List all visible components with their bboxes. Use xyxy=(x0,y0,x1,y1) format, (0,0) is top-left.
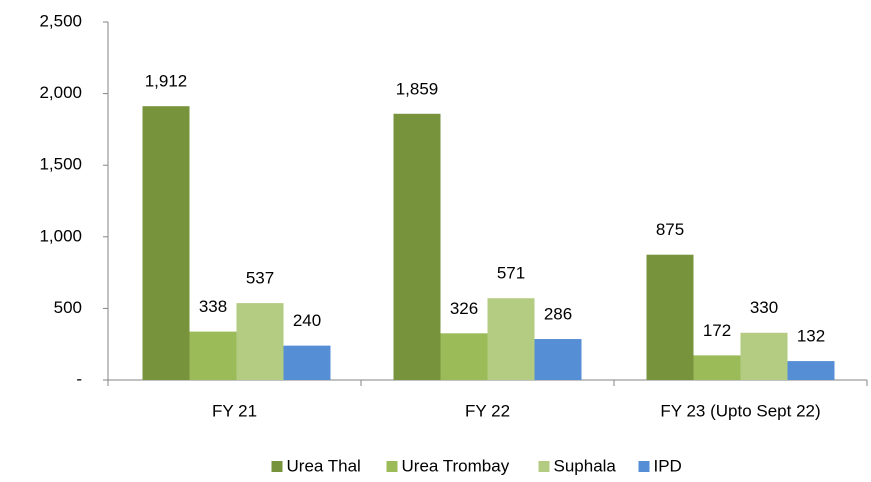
y-tick-label: 1,500 xyxy=(39,155,82,174)
bar xyxy=(693,355,741,380)
bar xyxy=(740,332,788,380)
legend-label: Urea Thal xyxy=(287,456,361,475)
bar xyxy=(142,106,190,380)
data-label: 286 xyxy=(544,305,572,324)
y-tick-label: - xyxy=(76,369,82,388)
legend-swatch xyxy=(271,461,283,472)
y-tick-label: 1,000 xyxy=(39,226,82,245)
data-label: 132 xyxy=(797,327,825,346)
bar xyxy=(646,254,694,380)
x-tick-label: FY 21 xyxy=(212,401,257,420)
legend-label: IPD xyxy=(654,456,682,475)
data-label: 330 xyxy=(750,298,778,317)
data-label: 875 xyxy=(656,220,684,239)
data-label: 1,859 xyxy=(396,79,439,98)
x-tick-label: FY 22 xyxy=(465,401,510,420)
bar xyxy=(487,298,535,380)
data-label: 1,912 xyxy=(145,72,188,91)
y-tick-label: 2,500 xyxy=(39,11,82,30)
legend-swatch xyxy=(538,461,550,472)
bar xyxy=(440,333,488,380)
y-tick-label: 500 xyxy=(54,298,82,317)
legend-swatch xyxy=(386,461,398,472)
legend-label: Suphala xyxy=(554,456,617,475)
bar xyxy=(189,331,237,380)
data-label: 326 xyxy=(450,299,478,318)
data-label: 240 xyxy=(293,311,321,330)
bar xyxy=(393,113,441,380)
bar xyxy=(787,361,835,380)
y-tick-label: 2,000 xyxy=(39,83,82,102)
data-label: 338 xyxy=(199,297,227,316)
legend-label: Urea Trombay xyxy=(402,456,510,475)
x-tick-label: FY 23 (Upto Sept 22) xyxy=(660,401,820,420)
bar xyxy=(534,339,582,380)
data-label: 172 xyxy=(703,321,731,340)
legend-swatch xyxy=(638,461,650,472)
bar xyxy=(283,345,331,380)
data-label: 571 xyxy=(497,264,525,283)
data-label: 537 xyxy=(246,269,274,288)
bar xyxy=(236,303,284,380)
